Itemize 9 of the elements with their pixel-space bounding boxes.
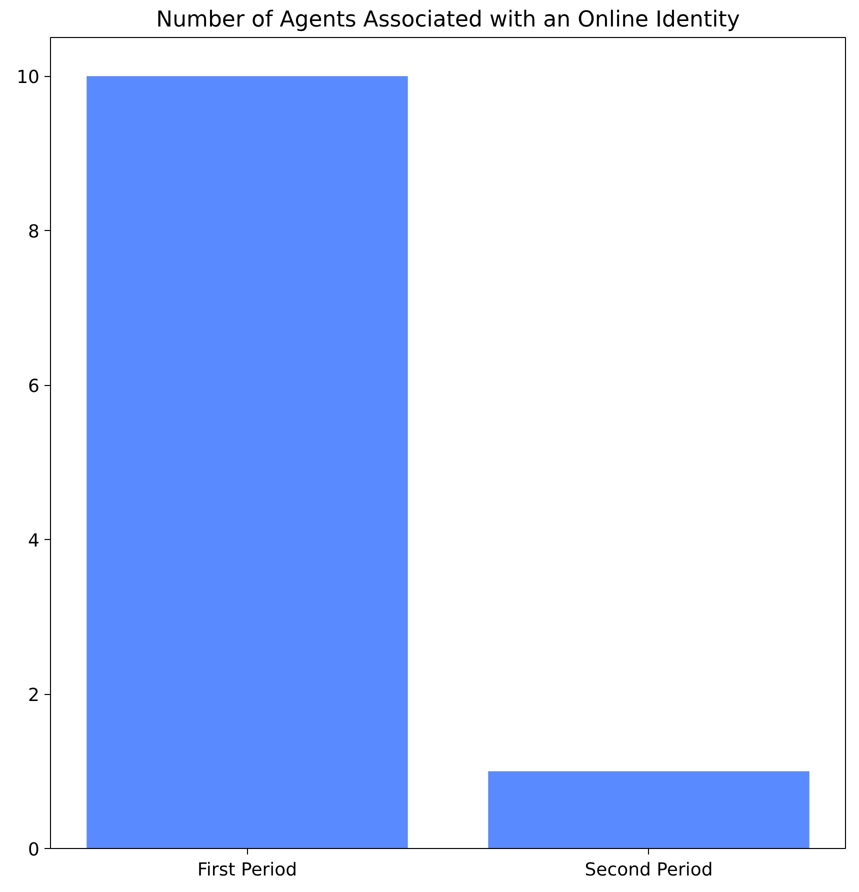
x-tick-label: First Period: [197, 860, 298, 880]
y-tick-label: 10: [16, 67, 40, 88]
y-tick-label: 8: [28, 222, 40, 243]
x-tick-label: Second Period: [584, 860, 713, 880]
y-tick-label: 2: [28, 685, 40, 706]
chart-title: Number of Agents Associated with an Online Identity: [156, 8, 740, 32]
y-tick-label: 4: [28, 530, 40, 552]
y-tick-label: 0: [28, 840, 40, 860]
y-tick-label: 6: [28, 376, 40, 398]
